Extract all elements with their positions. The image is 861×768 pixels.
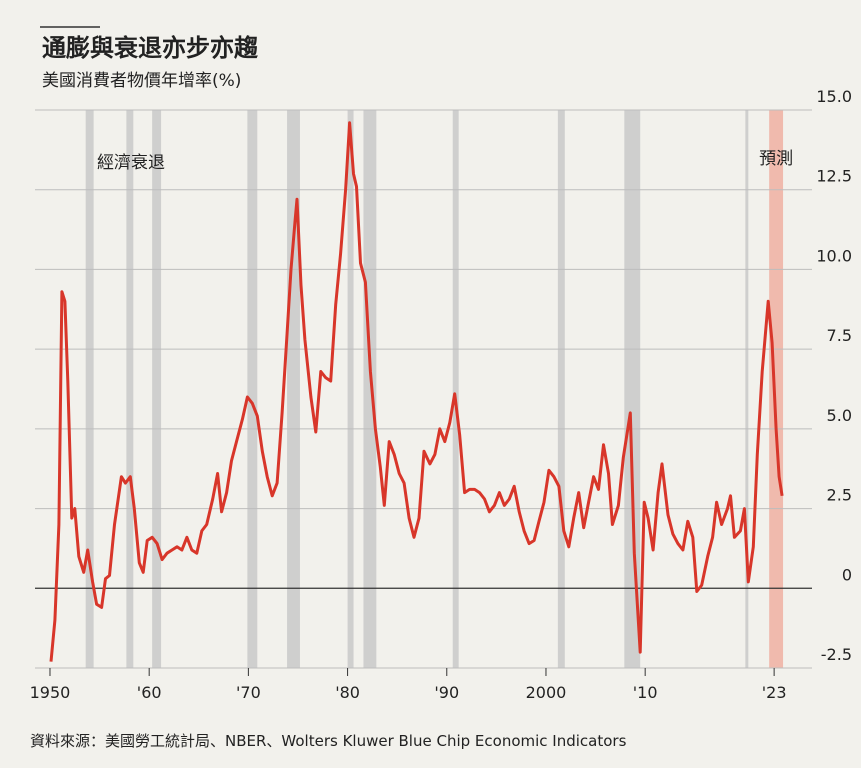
chart-title: 通膨與衰退亦步亦趨 bbox=[42, 34, 259, 62]
chart-subtitle: 美國消費者物價年增率(%) bbox=[42, 71, 241, 91]
recession-band bbox=[287, 110, 300, 668]
recession-band bbox=[363, 110, 377, 668]
source: 資料來源：美國勞工統計局、NBER、Wolters Kluwer Blue Ch… bbox=[30, 732, 627, 750]
recession-band bbox=[745, 110, 749, 668]
recession-band bbox=[85, 110, 94, 668]
cpi-line bbox=[49, 121, 784, 662]
recession-band bbox=[347, 110, 354, 668]
y-tick-label: 2.5 bbox=[827, 486, 852, 505]
y-tick-label: 15.0 bbox=[816, 87, 852, 106]
bands bbox=[85, 110, 784, 668]
recession-label: 經濟衰退 bbox=[97, 153, 165, 173]
y-tick-label: 5.0 bbox=[827, 406, 852, 425]
x-tick-label: '70 bbox=[236, 683, 261, 702]
y-tick-label: 12.5 bbox=[816, 167, 852, 186]
x-tick-label: '80 bbox=[335, 683, 360, 702]
x-tick-label: '60 bbox=[137, 683, 162, 702]
y-tick-label: 0 bbox=[842, 565, 852, 584]
recession-band bbox=[624, 110, 641, 668]
x-tick-label: 2000 bbox=[526, 683, 567, 702]
x-tick-label: 1950 bbox=[30, 683, 71, 702]
x-tick-label: '90 bbox=[434, 683, 459, 702]
plot bbox=[49, 121, 784, 662]
y-tick-label: 10.0 bbox=[816, 246, 852, 265]
grid: 15.0 12.5 10.0 7.5 5.0 2.5 0 -2.5 1950 '60 '70 '80 '… bbox=[30, 87, 852, 702]
recession-band bbox=[126, 110, 134, 668]
recession-band bbox=[152, 110, 162, 668]
recession-band bbox=[557, 110, 565, 668]
x-tick-label: '23 bbox=[762, 683, 787, 702]
forecast-label: 預測 bbox=[759, 149, 793, 169]
y-tick-label: 7.5 bbox=[827, 326, 852, 345]
y-tick-label: -2.5 bbox=[821, 645, 852, 664]
recession-band bbox=[247, 110, 258, 668]
forecast-band bbox=[769, 110, 784, 668]
x-tick-label: '10 bbox=[633, 683, 658, 702]
recession-band bbox=[452, 110, 459, 668]
